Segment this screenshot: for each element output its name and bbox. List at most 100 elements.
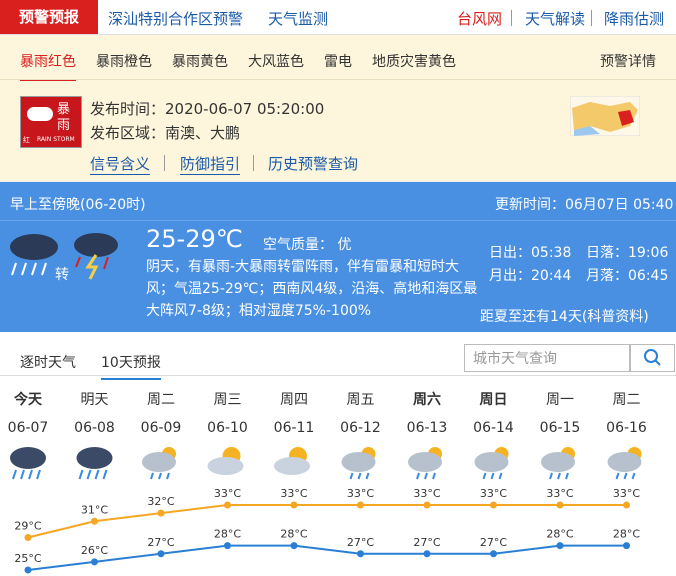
high-point	[290, 501, 298, 509]
nav-tab[interactable]: 预警预报	[0, 0, 98, 34]
nav-link[interactable]: 降雨估测	[604, 10, 665, 28]
divider	[591, 10, 592, 26]
solar-term[interactable]: 距夏至还有14天(科普资料)	[480, 309, 649, 325]
divider	[0, 375, 676, 376]
rain-drop	[94, 469, 100, 480]
rain-drop	[28, 469, 33, 480]
search-button[interactable]	[630, 344, 675, 372]
nav-tab[interactable]: 天气监测	[268, 10, 329, 28]
day-date: 06-14	[473, 420, 514, 436]
icon-text: 暴	[57, 102, 71, 117]
day-date: 06-16	[606, 420, 647, 436]
cloud	[274, 457, 310, 475]
divider	[0, 220, 676, 221]
rain-drop	[631, 472, 636, 480]
high-label: 33°C	[613, 487, 640, 500]
rain-drop	[102, 469, 108, 480]
rain-drop	[166, 472, 170, 480]
divider	[511, 10, 512, 26]
day-date: 06-11	[274, 420, 315, 436]
icon-level: 红	[23, 136, 30, 144]
today-temp: 25-29℃	[146, 225, 243, 253]
day-date: 06-13	[407, 420, 448, 436]
warning-tab[interactable]: 暴雨黄色	[172, 54, 228, 70]
day-name: 今天	[13, 391, 43, 408]
low-point	[556, 542, 564, 550]
description: 阴天，有暴雨-大暴雨转雷阵雨，伴有雷暴和短时大风；气温25-29℃；西南风4级，…	[146, 259, 478, 319]
warning-area: 发布区域：南澳、大鹏	[90, 124, 241, 142]
high-label: 32°C	[147, 495, 174, 508]
rain-drop	[557, 472, 561, 480]
warning-link[interactable]: 信号含义	[90, 155, 151, 175]
moonrise: 月出：20:44	[489, 268, 572, 284]
today-icons	[10, 233, 118, 280]
cloud	[408, 452, 442, 472]
icon-en: RAIN STORM	[37, 136, 75, 143]
low-label: 27°C	[480, 536, 507, 549]
low-label: 28°C	[613, 528, 640, 541]
day-date: 06-07	[8, 420, 49, 436]
warning-link[interactable]: 历史预警查询	[268, 155, 359, 173]
high-point	[490, 501, 497, 509]
high-point	[91, 517, 98, 525]
weather-icon	[341, 447, 376, 480]
warning-tab[interactable]: 地质灾害黄色	[372, 54, 456, 70]
day-name: 周六	[413, 391, 441, 408]
warning-tab[interactable]: 雷电	[324, 54, 352, 70]
high-label: 33°C	[280, 487, 307, 500]
turn: 转	[55, 267, 69, 283]
warning-detail[interactable]: 预警详情	[600, 54, 656, 70]
day-name: 周五	[347, 392, 375, 408]
nav-tab[interactable]: 深汕特别合作区预警	[108, 10, 244, 28]
rain-drop	[365, 472, 370, 480]
day-date: 06-09	[141, 420, 182, 436]
weather-icon	[607, 447, 642, 480]
rain-drop	[357, 472, 362, 480]
forecast-tab[interactable]: 10天预报	[101, 352, 161, 380]
sunrise: 日出：05:38	[489, 245, 572, 261]
low-label: 27°C	[147, 536, 174, 549]
period: 早上至傍晚(06-20时)	[10, 197, 146, 213]
cloud	[76, 447, 113, 469]
high-label: 31°C	[81, 503, 108, 516]
day-date: 06-08	[74, 420, 115, 436]
cloud	[541, 452, 575, 472]
nav-link[interactable]: 天气解读	[525, 10, 586, 28]
low-label: 26°C	[81, 544, 108, 557]
low-point	[623, 542, 630, 550]
day-name: 明天	[81, 392, 109, 408]
high-line	[27, 504, 627, 539]
day-date: 06-15	[540, 420, 581, 436]
day-name: 周二	[613, 392, 641, 408]
rain-drop	[12, 469, 17, 480]
warning-tab[interactable]: 大风蓝色	[248, 54, 304, 70]
forecast-tab[interactable]: 逐时天气	[20, 355, 76, 371]
nav-link[interactable]: 台风网	[457, 10, 503, 28]
day-name: 周四	[280, 392, 308, 408]
forecast-chart: 今天 06-07 明天 06-08 周二 06-09 周三 06-10 周四 06-11 周五 06-…	[8, 391, 647, 574]
rain-drop	[86, 469, 92, 480]
warning-map[interactable]	[570, 96, 640, 136]
warning-panel: 暴雨红色 暴雨橙色 暴雨黄色 大风蓝色 雷电 地质灾害黄色 预警详情 暴 雨 红 RAIN…	[0, 35, 676, 182]
high-point	[224, 501, 231, 509]
rain-drop	[490, 472, 495, 480]
low-label: 27°C	[413, 536, 440, 549]
day-name: 周日	[480, 392, 508, 408]
cloud	[607, 452, 642, 472]
today-panel: 早上至傍晚(06-20时) 更新时间：06月07日 05:40 转 25-29℃…	[0, 182, 676, 332]
search-input[interactable]: 城市天气查询	[464, 344, 630, 372]
warning-tab[interactable]: 暴雨橙色	[96, 54, 152, 70]
low-point	[423, 550, 431, 558]
high-label: 29°C	[14, 520, 41, 533]
cloud	[10, 447, 46, 469]
weather-icon	[274, 447, 310, 475]
cloud	[207, 457, 244, 475]
low-point	[490, 550, 497, 558]
warning-link[interactable]: 防御指引	[180, 155, 241, 175]
warning-tab[interactable]: 暴雨红色	[20, 51, 76, 81]
weather-icon	[76, 447, 113, 480]
rain-drop	[36, 469, 41, 480]
icon-cloud	[27, 107, 53, 121]
divider	[253, 155, 254, 171]
air-quality: 空气质量： 优	[263, 237, 352, 253]
